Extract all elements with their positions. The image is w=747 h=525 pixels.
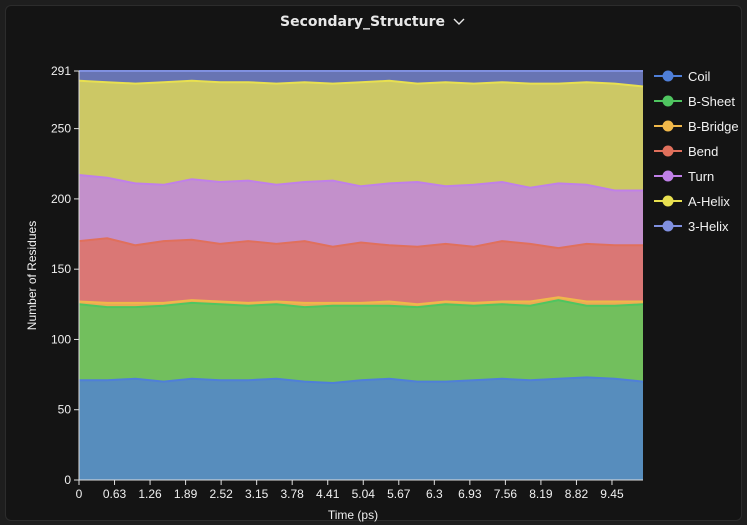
legend-marker-bend: [662, 145, 674, 157]
y-tick-label: 150: [51, 262, 71, 276]
series-line-b-bridge: [78, 296, 643, 306]
x-tick-label: 5.67: [387, 487, 411, 501]
x-tick-label: 3.15: [245, 487, 269, 501]
y-axis-label: Number of Residues: [25, 221, 39, 330]
x-tick-label: 8.82: [565, 487, 589, 501]
y-tick-label: 291: [51, 64, 71, 78]
area-coil: [79, 377, 643, 480]
series-line-a-helix: [78, 79, 644, 88]
legend-label-coil: Coil: [688, 69, 711, 84]
legend-label-3-helix: 3-Helix: [688, 219, 729, 234]
legend-marker-turn: [662, 170, 674, 182]
x-tick-label: 3.78: [281, 487, 305, 501]
y-tick-label: 50: [58, 403, 72, 417]
x-tick-label: 8.19: [529, 487, 553, 501]
series-line-turn: [78, 174, 643, 192]
x-tick-label: 0.63: [103, 487, 127, 501]
series-line-bend: [78, 237, 643, 250]
legend-marker-coil: [662, 70, 674, 82]
chevron-down-icon[interactable]: [451, 14, 467, 30]
legend-label-b-bridge: B-Bridge: [688, 119, 739, 134]
x-tick-label: 6.93: [458, 487, 482, 501]
legend-marker-b-sheet: [662, 95, 674, 107]
x-tick-label: 1.26: [138, 487, 162, 501]
legend-label-bend: Bend: [688, 144, 718, 159]
y-tick-label: 100: [51, 332, 71, 346]
x-tick-label: 6.3: [426, 487, 443, 501]
x-tick-label: 4.41: [316, 487, 340, 501]
x-tick-label: 7.56: [494, 487, 518, 501]
x-tick-label: 2.52: [209, 487, 233, 501]
y-tick-label: 250: [51, 122, 71, 136]
x-axis-label: Time (ps): [328, 508, 378, 522]
legend-label-b-sheet: B-Sheet: [688, 94, 735, 109]
x-tick-label: 5.04: [352, 487, 376, 501]
x-tick-label: 1.89: [174, 487, 198, 501]
y-tick-label: 200: [51, 192, 71, 206]
chart-title-bar[interactable]: Secondary_Structure: [0, 10, 747, 34]
series-line-coil: [79, 376, 644, 385]
x-tick-label: 9.45: [600, 487, 624, 501]
chart-title: Secondary_Structure: [280, 14, 445, 30]
legend-label-turn: Turn: [688, 169, 714, 184]
y-tick-label: 0: [64, 473, 71, 487]
series-line-b-sheet: [78, 299, 644, 309]
x-tick-label: 0: [76, 487, 83, 501]
legend-label-a-helix: A-Helix: [688, 194, 730, 209]
legend-marker-a-helix: [662, 195, 674, 207]
legend-marker-b-bridge: [662, 120, 674, 132]
legend-marker-3-helix: [662, 220, 674, 232]
